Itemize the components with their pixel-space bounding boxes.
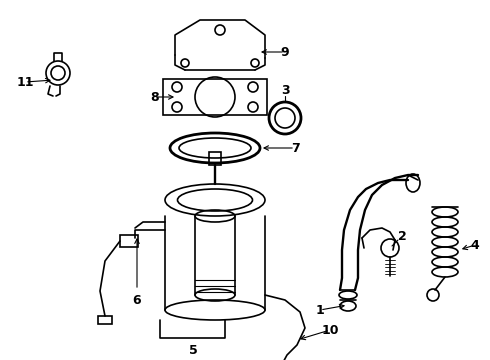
Text: 9: 9 [281, 45, 289, 59]
Bar [98, 316, 112, 324]
Text: 1: 1 [316, 303, 324, 316]
Text: 8: 8 [151, 90, 159, 104]
Text: 10: 10 [321, 324, 339, 337]
Text: 4: 4 [470, 239, 479, 252]
Text: 7: 7 [291, 141, 299, 154]
Text: 2: 2 [397, 230, 406, 243]
Text: 5: 5 [189, 343, 197, 356]
Text: 11: 11 [16, 76, 34, 89]
Bar [163, 79, 267, 115]
Text: 6: 6 [133, 293, 141, 306]
Bar [209, 152, 221, 165]
Bar [120, 235, 138, 247]
Text: 3: 3 [281, 84, 289, 96]
